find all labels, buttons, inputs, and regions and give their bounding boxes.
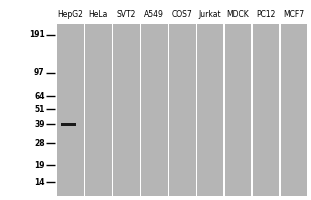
Bar bbox=[57, 24, 84, 196]
Text: 191: 191 bbox=[29, 30, 44, 39]
Text: 39: 39 bbox=[34, 120, 44, 129]
Bar bbox=[169, 24, 196, 196]
Bar bbox=[253, 24, 279, 196]
Bar bbox=[225, 24, 251, 196]
Bar bbox=[197, 24, 224, 196]
Text: A549: A549 bbox=[144, 10, 164, 19]
Text: 97: 97 bbox=[34, 68, 44, 77]
Bar bbox=[113, 24, 140, 196]
Text: 51: 51 bbox=[34, 105, 44, 114]
Text: COS7: COS7 bbox=[172, 10, 193, 19]
Text: MCF7: MCF7 bbox=[283, 10, 304, 19]
Text: MDCK: MDCK bbox=[227, 10, 249, 19]
Bar bbox=[85, 24, 112, 196]
Text: 14: 14 bbox=[34, 178, 44, 187]
Text: PC12: PC12 bbox=[256, 10, 276, 19]
Text: HeLa: HeLa bbox=[89, 10, 108, 19]
Bar bbox=[61, 123, 76, 126]
Text: HepG2: HepG2 bbox=[58, 10, 83, 19]
Text: Jurkat: Jurkat bbox=[199, 10, 221, 19]
Bar bbox=[281, 24, 307, 196]
Text: SVT2: SVT2 bbox=[117, 10, 136, 19]
Bar bbox=[141, 24, 168, 196]
Text: 64: 64 bbox=[34, 92, 44, 101]
Text: 19: 19 bbox=[34, 161, 44, 170]
Text: 28: 28 bbox=[34, 139, 44, 148]
